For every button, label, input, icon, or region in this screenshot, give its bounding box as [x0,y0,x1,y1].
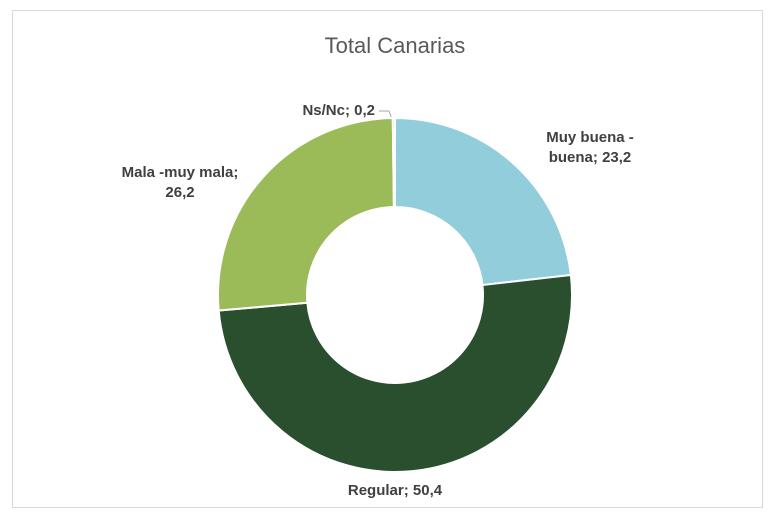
label-separator: ; [592,149,603,166]
label-separator: ; [233,164,239,181]
value-label: 50,4 [412,482,443,499]
category-name: Muy buena - buena [546,129,634,166]
value-label: 26,2 [165,184,195,201]
category-name: Mala -muy mala [121,164,234,181]
data-label: Mala -muy mala; 26,2 [115,163,245,203]
chart-title: Total Canarias [325,33,466,58]
data-label: Muy buena - buena; 23,2 [525,128,655,168]
donut-slice [217,117,395,312]
category-name: Ns/Nc [302,102,345,119]
donut-slice [391,116,396,209]
data-label: Ns/Nc; 0,2 [255,101,375,121]
category-name: Regular [347,482,404,499]
donut-slice [217,273,573,473]
value-label: 23,2 [602,149,632,166]
donut-slice [394,116,572,287]
label-separator: ; [403,482,413,499]
data-label: Regular; 50,4 [290,481,500,501]
value-label: 0,2 [354,102,375,119]
label-separator: ; [344,102,355,119]
